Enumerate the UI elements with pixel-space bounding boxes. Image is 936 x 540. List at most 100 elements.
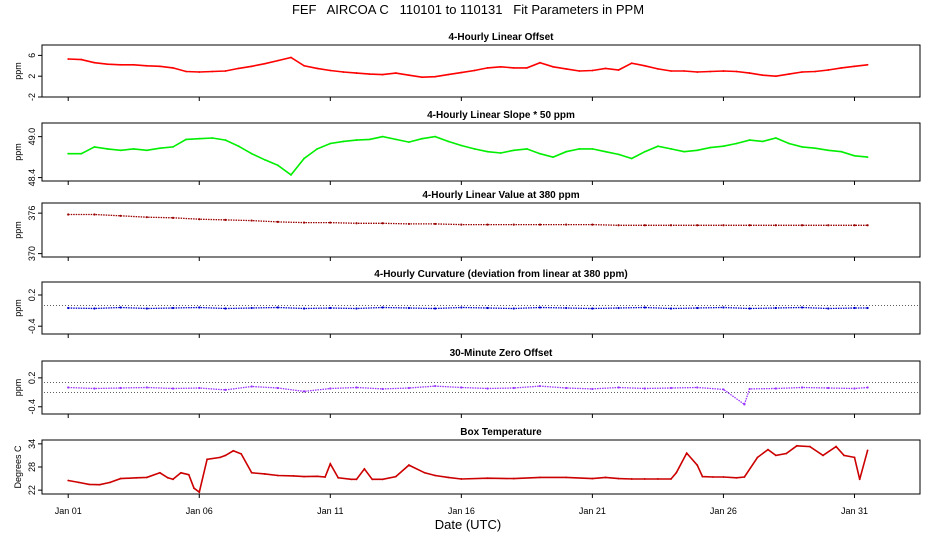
data-point	[67, 152, 70, 155]
data-point	[408, 464, 410, 466]
data-point	[224, 218, 227, 221]
data-point	[93, 145, 96, 148]
data-point	[460, 71, 463, 74]
data-point	[381, 73, 384, 76]
data-point	[486, 387, 489, 390]
data-point	[709, 146, 712, 149]
series-line	[68, 385, 868, 406]
data-point	[822, 454, 824, 457]
data-point	[578, 148, 581, 150]
data-point	[853, 456, 856, 459]
data-point	[198, 218, 201, 221]
data-point	[119, 63, 122, 66]
data-point	[774, 454, 777, 457]
data-point	[329, 221, 332, 224]
data-point	[303, 157, 305, 160]
page-title: FEF AIRCOA C 110101 to 110131 Fit Parame…	[291, 2, 645, 17]
data-point	[67, 58, 70, 60]
data-point	[814, 70, 817, 73]
data-point	[276, 306, 279, 309]
data-point	[748, 387, 751, 391]
data-point	[866, 449, 869, 452]
data-point	[617, 69, 620, 71]
data-point	[565, 306, 568, 310]
y-tick-label: 376	[27, 206, 37, 221]
data-point	[460, 223, 463, 226]
data-point	[701, 475, 704, 478]
panel-frame	[41, 281, 921, 335]
data-point	[657, 478, 659, 480]
data-point	[743, 403, 746, 406]
data-point	[263, 62, 266, 65]
series-line	[68, 444, 869, 494]
data-point	[172, 478, 174, 481]
data-point	[434, 135, 437, 138]
data-point	[159, 147, 161, 150]
data-point	[434, 474, 437, 477]
data-point	[712, 476, 714, 478]
x-tick-label: Jan 26	[710, 506, 737, 516]
data-point	[696, 386, 699, 389]
data-point	[774, 306, 777, 310]
data-point	[185, 138, 188, 141]
data-point	[525, 66, 528, 69]
y-tick-label: -0.4	[27, 399, 37, 415]
data-point	[735, 70, 738, 73]
data-point	[460, 386, 463, 389]
data-point	[250, 219, 253, 222]
data-point	[185, 70, 188, 73]
data-point	[302, 390, 306, 393]
data-point	[355, 307, 358, 310]
data-point	[302, 307, 306, 310]
data-point	[88, 483, 91, 486]
y-tick-label: 34	[27, 439, 37, 449]
data-point	[119, 477, 122, 480]
y-tick-label: 0.2	[27, 289, 37, 302]
data-point	[350, 478, 353, 481]
data-point	[538, 223, 542, 226]
data-point	[696, 224, 699, 227]
data-point	[801, 71, 803, 73]
x-tick-label: Jan 06	[186, 506, 213, 516]
data-point	[371, 478, 374, 481]
data-point	[866, 63, 869, 66]
data-point	[756, 456, 759, 459]
data-point	[250, 385, 253, 388]
y-tick-label: 28	[27, 462, 37, 472]
data-point	[109, 481, 112, 484]
data-point	[774, 224, 777, 227]
y-tick-label: 6	[27, 53, 37, 58]
y-axis-label: ppm	[13, 62, 23, 80]
data-point	[696, 71, 699, 73]
data-point	[381, 306, 384, 309]
data-point	[853, 306, 856, 310]
data-point	[198, 137, 201, 140]
data-point	[512, 386, 515, 390]
data-point	[93, 387, 96, 390]
data-point	[512, 307, 515, 310]
data-point	[219, 456, 222, 459]
panel-frame	[41, 122, 921, 182]
data-point	[800, 306, 804, 309]
data-point	[434, 307, 437, 310]
data-point	[329, 142, 332, 145]
data-point	[685, 452, 688, 455]
data-point	[93, 307, 96, 310]
panel-frame	[41, 439, 921, 495]
data-point	[290, 173, 292, 176]
panel-title: 4-Hourly Curvature (deviation from linea…	[374, 269, 627, 280]
data-point	[486, 477, 489, 480]
data-point	[866, 306, 869, 310]
data-point	[630, 157, 633, 160]
data-point	[250, 306, 253, 310]
data-point	[591, 477, 594, 480]
data-point	[709, 70, 712, 73]
data-point	[394, 475, 397, 478]
data-point	[591, 223, 594, 226]
data-point	[329, 463, 332, 465]
data-point	[788, 73, 790, 76]
data-point	[748, 139, 751, 141]
x-tick-label: Jan 16	[448, 506, 475, 516]
data-point	[329, 69, 332, 72]
data-point	[106, 148, 109, 150]
